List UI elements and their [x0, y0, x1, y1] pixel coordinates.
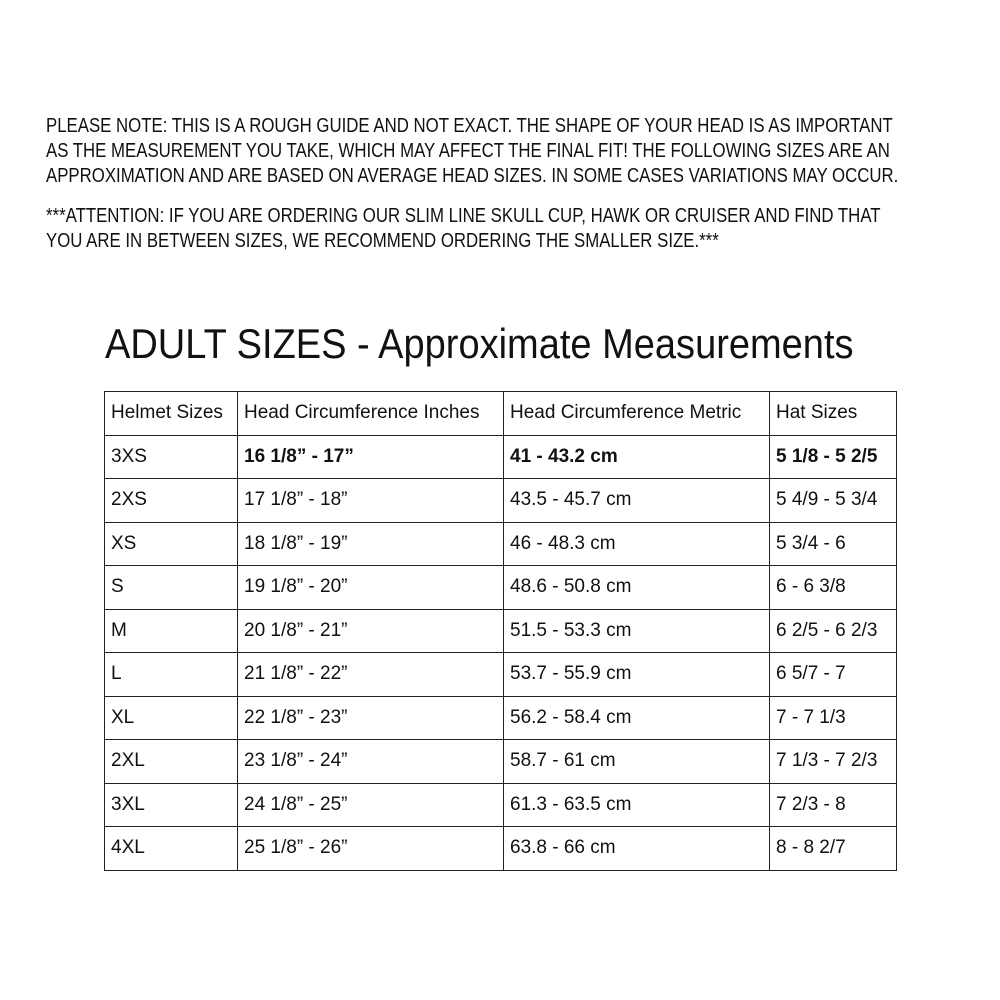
table-cell: 43.5 - 45.7 cm: [503, 478, 770, 523]
table-header-row: Helmet Sizes Head Circumference Inches H…: [104, 391, 897, 436]
table-cell: 56.2 - 58.4 cm: [503, 695, 770, 740]
note-line: APPROXIMATION AND ARE BASED ON AVERAGE H…: [46, 165, 899, 187]
table-cell: 25 1/8” - 26”: [237, 826, 504, 871]
table-row: XL 22 1/8” - 23” 56.2 - 58.4 cm 7 - 7 1/3: [104, 695, 897, 740]
table-cell: 46 - 48.3 cm: [503, 521, 770, 566]
table-row: S 19 1/8” - 20” 48.6 - 50.8 cm 6 - 6 3/8: [104, 565, 897, 610]
table-cell: 61.3 - 63.5 cm: [503, 782, 770, 827]
table-cell: 5 3/4 - 6: [769, 521, 897, 566]
table-cell: 16 1/8” - 17”: [237, 434, 504, 479]
table-row: 3XL 24 1/8” - 25” 61.3 - 63.5 cm 7 2/3 - 8: [104, 782, 897, 827]
column-header: Head Circumference Metric: [503, 391, 770, 436]
table-cell: M: [104, 608, 238, 653]
table-cell: 2XL: [104, 739, 238, 784]
table-cell: 4XL: [104, 826, 238, 871]
table-cell: 22 1/8” - 23”: [237, 695, 504, 740]
table-cell: 20 1/8” - 21”: [237, 608, 504, 653]
table-row: XS 18 1/8” - 19” 46 - 48.3 cm 5 3/4 - 6: [104, 521, 897, 566]
table-cell: 58.7 - 61 cm: [503, 739, 770, 784]
table-cell: 18 1/8” - 19”: [237, 521, 504, 566]
table-cell: 51.5 - 53.3 cm: [503, 608, 770, 653]
note-line: AS THE MEASUREMENT YOU TAKE, WHICH MAY A…: [46, 140, 890, 162]
table-cell: 23 1/8” - 24”: [237, 739, 504, 784]
table-row: 2XL 23 1/8” - 24” 58.7 - 61 cm 7 1/3 - 7 2/…: [104, 739, 897, 784]
table-cell: 7 - 7 1/3: [769, 695, 897, 740]
table-cell: 3XL: [104, 782, 238, 827]
table-cell: 17 1/8” - 18”: [237, 478, 504, 523]
size-table: Helmet Sizes Head Circumference Inches H…: [104, 391, 897, 871]
table-cell: 5 1/8 - 5 2/5: [769, 434, 897, 479]
table-row: 4XL 25 1/8” - 26” 63.8 - 66 cm 8 - 8 2/7: [104, 826, 897, 871]
table-cell: 2XS: [104, 478, 238, 523]
table-cell: 6 5/7 - 7: [769, 652, 897, 697]
column-header: Hat Sizes: [769, 391, 897, 436]
table-row: L 21 1/8” - 22” 53.7 - 55.9 cm 6 5/7 - 7: [104, 652, 897, 697]
note-line: PLEASE NOTE: THIS IS A ROUGH GUIDE AND N…: [46, 115, 893, 137]
table-row: 3XS 16 1/8” - 17” 41 - 43.2 cm 5 1/8 - 5 2/…: [104, 434, 897, 479]
table-cell: S: [104, 565, 238, 610]
table-cell: XS: [104, 521, 238, 566]
column-header: Helmet Sizes: [104, 391, 238, 436]
table-cell: 63.8 - 66 cm: [503, 826, 770, 871]
table-cell: 21 1/8” - 22”: [237, 652, 504, 697]
table-cell: 5 4/9 - 5 3/4: [769, 478, 897, 523]
table-cell: 41 - 43.2 cm: [503, 434, 770, 479]
table-cell: 8 - 8 2/7: [769, 826, 897, 871]
table-cell: 3XS: [104, 434, 238, 479]
attention-note: ***ATTENTION: IF YOU ARE ORDERING OUR SL…: [46, 204, 881, 254]
table-cell: 48.6 - 50.8 cm: [503, 565, 770, 610]
table-cell: 7 1/3 - 7 2/3: [769, 739, 897, 784]
table-row: M 20 1/8” - 21” 51.5 - 53.3 cm 6 2/5 - 6 2/…: [104, 608, 897, 653]
table-cell: 24 1/8” - 25”: [237, 782, 504, 827]
page-title: ADULT SIZES - Approximate Measurements: [105, 320, 854, 367]
table-cell: 19 1/8” - 20”: [237, 565, 504, 610]
column-header: Head Circumference Inches: [237, 391, 504, 436]
table-cell: L: [104, 652, 238, 697]
note-line: YOU ARE IN BETWEEN SIZES, WE RECOMMEND O…: [46, 230, 719, 252]
table-cell: 6 - 6 3/8: [769, 565, 897, 610]
table-row: 2XS 17 1/8” - 18” 43.5 - 45.7 cm 5 4/9 - 5 …: [104, 478, 897, 523]
fit-disclaimer-note: PLEASE NOTE: THIS IS A ROUGH GUIDE AND N…: [46, 114, 898, 189]
table-cell: 53.7 - 55.9 cm: [503, 652, 770, 697]
table-cell: 6 2/5 - 6 2/3: [769, 608, 897, 653]
note-line: ***ATTENTION: IF YOU ARE ORDERING OUR SL…: [46, 205, 881, 227]
table-cell: 7 2/3 - 8: [769, 782, 897, 827]
table-cell: XL: [104, 695, 238, 740]
